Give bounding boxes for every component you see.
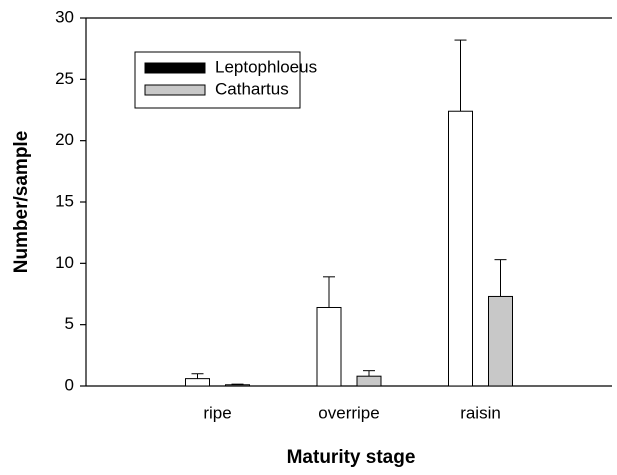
y-tick-label: 30	[55, 7, 74, 26]
y-tick-label: 25	[55, 69, 74, 88]
bar	[225, 384, 250, 387]
bar	[448, 110, 473, 387]
x-axis-label: Maturity stage	[287, 447, 416, 468]
legend-label: Leptophloeus	[215, 57, 317, 76]
y-tick-label: 20	[55, 130, 74, 149]
y-tick-label: 0	[65, 375, 74, 394]
bar	[316, 306, 342, 387]
legend-swatch	[144, 62, 206, 74]
legend-box	[134, 51, 301, 109]
x-tick-label: overripe	[318, 403, 379, 422]
x-tick-label: ripe	[203, 403, 231, 422]
x-tick-label: raisin	[460, 403, 501, 422]
legend-swatch	[144, 84, 206, 96]
bar	[185, 378, 210, 387]
legend-label: Cathartus	[215, 79, 289, 98]
bar	[488, 295, 513, 387]
y-axis-label: Number/sample	[11, 131, 32, 274]
y-tick-label: 10	[55, 253, 74, 272]
bar	[356, 375, 382, 387]
y-tick-label: 15	[55, 191, 74, 210]
y-tick-label: 5	[65, 314, 74, 333]
